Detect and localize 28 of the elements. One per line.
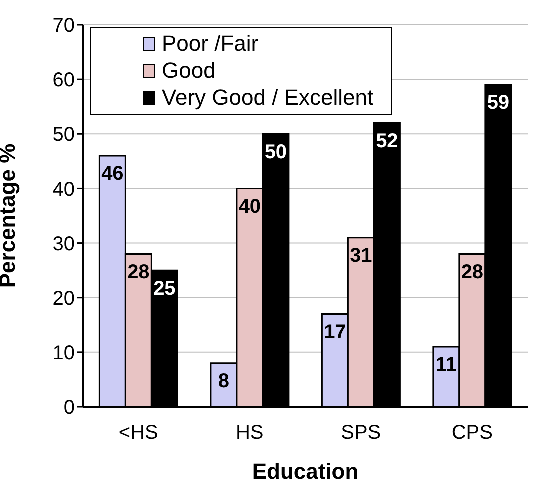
x-tick-label: <HS <box>118 422 158 444</box>
legend-label: Poor /Fair <box>162 30 259 56</box>
legend-label: Very Good / Excellent <box>162 84 374 110</box>
data-label: 46 <box>102 163 124 186</box>
data-label: 40 <box>238 196 262 218</box>
data-label: 28 <box>128 261 150 284</box>
data-label: 50 <box>264 141 288 164</box>
x-tick-label: HS <box>236 422 264 444</box>
y-tick-label: 10 <box>52 342 75 365</box>
data-label: 31 <box>350 245 372 268</box>
y-tick-label: 60 <box>52 70 75 92</box>
data-label: 17 <box>324 321 346 344</box>
data-label: 8 <box>218 370 230 393</box>
data-label: 28 <box>461 261 484 284</box>
y-tick-label: 30 <box>52 233 75 256</box>
y-tick-label: 20 <box>52 288 75 310</box>
x-axis-title: Education <box>252 459 359 483</box>
y-tick-label: 50 <box>52 124 75 146</box>
data-label: 11 <box>436 354 458 376</box>
x-tick-label: CPS <box>452 422 493 444</box>
data-label: 59 <box>487 92 510 114</box>
legend-label: Good <box>162 58 216 84</box>
y-tick-label: 40 <box>52 178 75 201</box>
y-tick-label: 0 <box>64 397 75 420</box>
data-label: 52 <box>376 130 398 152</box>
y-tick-label: 70 <box>52 15 75 38</box>
x-tick-label: SPS <box>341 422 382 444</box>
data-label: 25 <box>154 278 176 300</box>
